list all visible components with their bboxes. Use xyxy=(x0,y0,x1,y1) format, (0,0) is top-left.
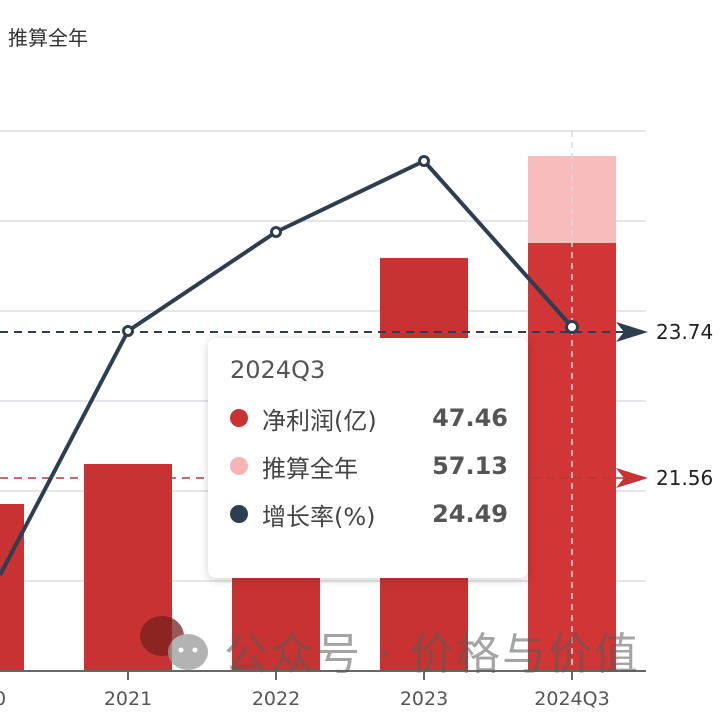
tooltip-title: 2024Q3 xyxy=(230,356,326,384)
tooltip-value: 47.46 xyxy=(432,404,508,432)
series-dot-icon xyxy=(230,457,248,475)
x-label-2022: 2022 xyxy=(251,688,301,710)
legend-item-projected[interactable]: 推算全年 xyxy=(8,26,88,50)
wechat-icon xyxy=(140,616,208,670)
ref-arrow-growth xyxy=(616,322,648,342)
x-label-2023: 2023 xyxy=(399,688,449,710)
ref-arrow-profit xyxy=(616,468,648,488)
bar-2020 xyxy=(0,504,24,671)
tooltip-label: 推算全年 xyxy=(262,454,358,483)
x-label-2021: 2021 xyxy=(103,688,153,710)
tooltip-row-growth: 增长率(%) 24.49 xyxy=(230,490,508,538)
tooltip-row-projected: 推算全年 57.13 xyxy=(230,442,508,490)
series-dot-icon xyxy=(230,409,248,427)
series-dot-icon xyxy=(230,505,248,523)
tooltip-label: 增长率(%) xyxy=(262,502,376,531)
x-label-2024q3: 2024Q3 xyxy=(534,688,610,710)
tooltip-label: 净利润(亿) xyxy=(262,406,377,435)
ref-label-profit: 21.56 xyxy=(656,466,714,490)
watermark: 公众号 · 价格与价值 xyxy=(224,629,640,680)
x-label-2020: 0 xyxy=(0,688,6,710)
bar-2024q3 xyxy=(528,243,616,671)
tooltip-row-profit: 净利润(亿) 47.46 xyxy=(230,394,508,442)
ref-label-growth: 23.74 xyxy=(656,320,714,344)
tooltip-value: 57.13 xyxy=(432,452,508,480)
tooltip-value: 24.49 xyxy=(432,500,508,528)
chart-tooltip: 2024Q3 净利润(亿) 47.46 推算全年 57.13 增长率(%) 24… xyxy=(208,338,528,578)
